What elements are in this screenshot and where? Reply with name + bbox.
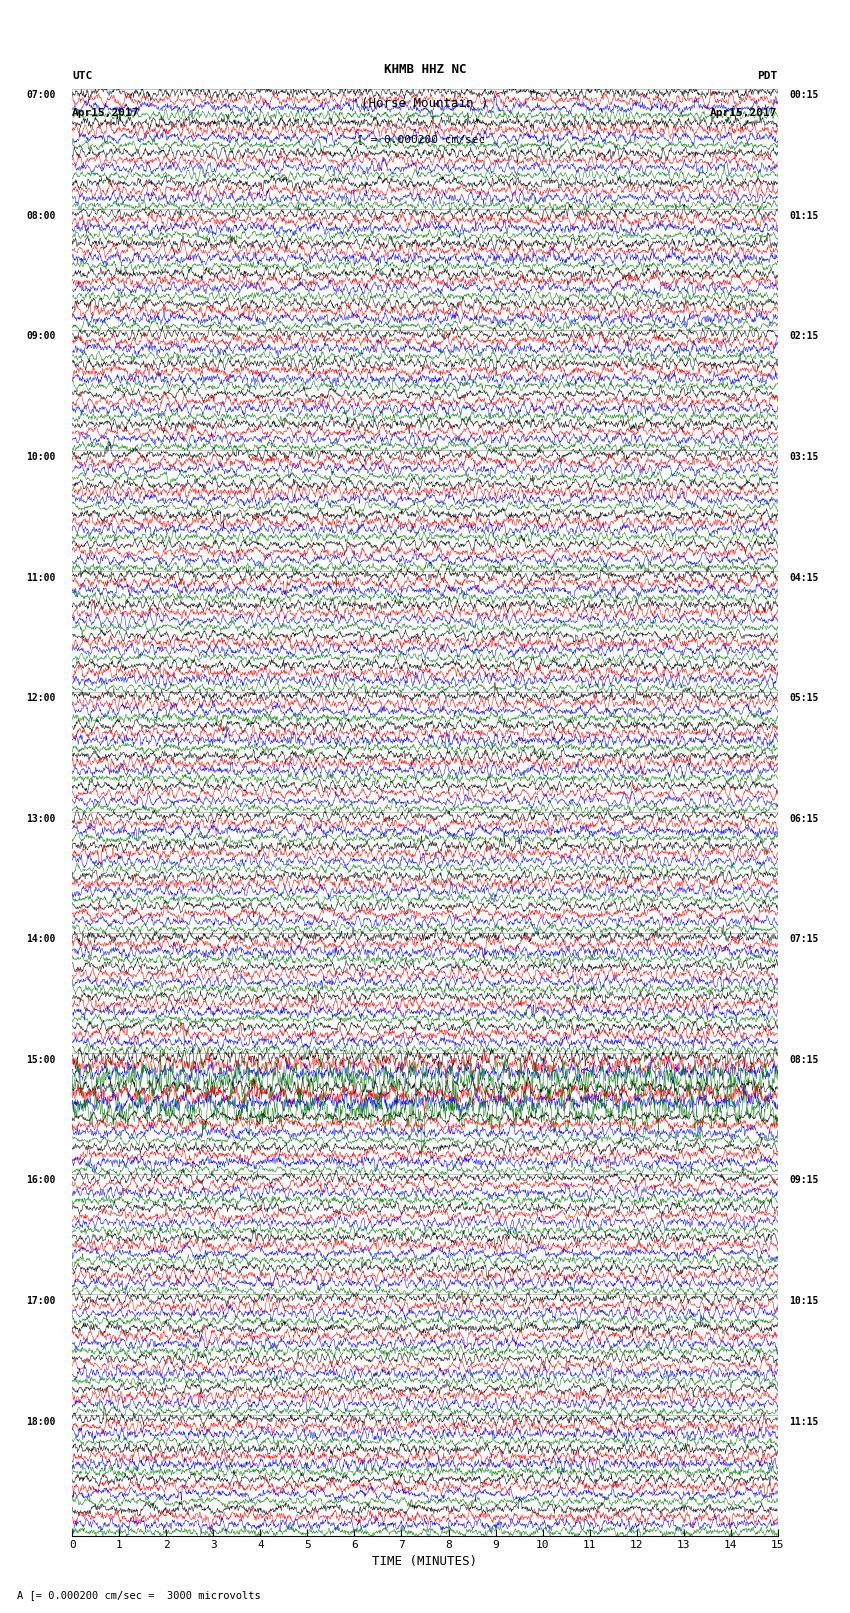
Text: 09:15: 09:15 [790,1176,819,1186]
Text: 03:15: 03:15 [790,452,819,461]
Text: 18:00: 18:00 [26,1416,56,1426]
Text: 02:15: 02:15 [790,331,819,342]
Text: PDT: PDT [757,71,778,81]
Text: 00:15: 00:15 [790,90,819,100]
Text: (Horse Mountain ): (Horse Mountain ) [361,97,489,110]
Text: Apr15,2017: Apr15,2017 [72,108,139,118]
Text: A [= 0.000200 cm/sec =  3000 microvolts: A [= 0.000200 cm/sec = 3000 microvolts [17,1590,261,1600]
Text: 07:15: 07:15 [790,934,819,944]
Text: 01:15: 01:15 [790,211,819,221]
Text: UTC: UTC [72,71,93,81]
Text: 12:00: 12:00 [26,694,56,703]
Text: 15:00: 15:00 [26,1055,56,1065]
Text: 14:00: 14:00 [26,934,56,944]
Text: [ = 0.000200 cm/sec: [ = 0.000200 cm/sec [357,134,485,144]
Text: 16:00: 16:00 [26,1176,56,1186]
Text: 13:00: 13:00 [26,813,56,824]
Text: 11:15: 11:15 [790,1416,819,1426]
Text: KHMB HHZ NC: KHMB HHZ NC [383,63,467,76]
Text: 05:15: 05:15 [790,694,819,703]
Text: 11:00: 11:00 [26,573,56,582]
Text: Apr15,2017: Apr15,2017 [711,108,778,118]
Text: 04:15: 04:15 [790,573,819,582]
Text: 10:00: 10:00 [26,452,56,461]
Text: 08:15: 08:15 [790,1055,819,1065]
Text: 17:00: 17:00 [26,1295,56,1307]
X-axis label: TIME (MINUTES): TIME (MINUTES) [372,1555,478,1568]
Text: 10:15: 10:15 [790,1295,819,1307]
Text: 06:15: 06:15 [790,813,819,824]
Text: 09:00: 09:00 [26,331,56,342]
Text: 07:00: 07:00 [26,90,56,100]
Text: 08:00: 08:00 [26,211,56,221]
